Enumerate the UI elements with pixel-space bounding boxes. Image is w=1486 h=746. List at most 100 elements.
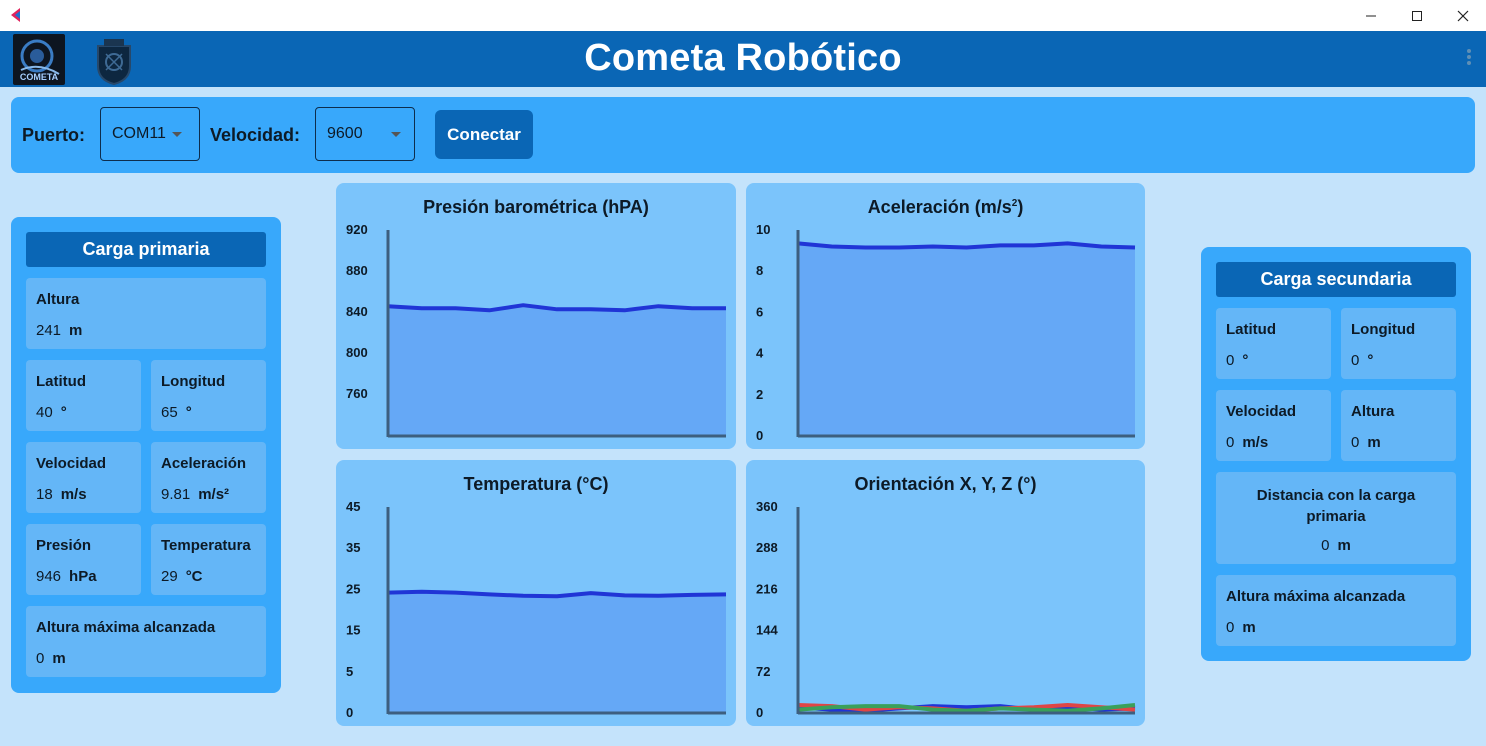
card-label: Longitud xyxy=(161,373,226,390)
secondary-longitude-card: Longitud 0 ° xyxy=(1341,308,1456,379)
y-tick-label: 2 xyxy=(756,387,763,402)
connect-button[interactable]: Conectar xyxy=(435,110,533,159)
port-select[interactable]: COM11 xyxy=(100,107,200,161)
series-line xyxy=(387,589,727,599)
y-tick-label: 216 xyxy=(756,581,778,596)
card-unit: m xyxy=(1337,537,1351,554)
primary-panel-title: Carga primaria xyxy=(26,232,266,267)
primary-latitude-card: Latitud 40 ° xyxy=(26,360,141,431)
speed-label: Velocidad: xyxy=(210,125,301,145)
app-header: COMETA Cometa Robótico xyxy=(0,31,1486,87)
y-tick-label: 15 xyxy=(346,623,360,638)
card-value: 0 xyxy=(1351,352,1360,369)
card-value: 241 xyxy=(36,322,62,339)
primary-payload-panel: Carga primaria Altura 241 m Latitud 40 ° L… xyxy=(11,217,281,693)
more-options-icon[interactable] xyxy=(1466,49,1472,69)
chevron-down-icon xyxy=(172,132,182,137)
pressure-chart: Presión barométrica (hPA) 920 880 840 800 76… xyxy=(336,183,736,449)
speed-select[interactable]: 9600 xyxy=(315,107,415,161)
secondary-payload-panel: Carga secundaria Latitud 0 ° Longitud 0 ° … xyxy=(1201,247,1471,661)
card-unit: ° xyxy=(185,404,192,421)
orientation-chart-plot: 360 288 216 144 72 0 xyxy=(756,499,1136,720)
y-tick-label: 920 xyxy=(346,222,368,237)
card-label: Latitud xyxy=(1226,321,1276,338)
card-label: Latitud xyxy=(36,373,86,390)
card-label: Velocidad xyxy=(36,455,107,472)
card-unit: °C xyxy=(185,568,203,585)
card-label: Temperatura xyxy=(161,537,251,554)
card-label: Velocidad xyxy=(1226,403,1297,420)
secondary-latitude-card: Latitud 0 ° xyxy=(1216,308,1331,379)
port-label: Puerto: xyxy=(22,125,85,145)
card-value: 0 xyxy=(1226,619,1235,636)
card-value: 29 xyxy=(161,568,178,585)
primary-altitude-card: Altura 241 m xyxy=(26,278,266,349)
maximize-button[interactable] xyxy=(1394,0,1440,31)
card-value: 946 xyxy=(36,568,62,585)
y-tick-label: 25 xyxy=(346,581,360,596)
logo-text: COMETA xyxy=(20,72,59,82)
y-tick-label: 10 xyxy=(756,222,770,237)
connection-bar: Puerto: COM11 Velocidad: 9600 Conectar xyxy=(11,97,1475,173)
maximize-icon xyxy=(1412,10,1422,21)
y-tick-label: 6 xyxy=(756,304,763,319)
speed-select-value: 9600 xyxy=(327,125,363,142)
chart-title: Aceleración (m/s2) xyxy=(867,197,1024,217)
card-unit: m/s² xyxy=(198,486,230,503)
primary-longitude-card: Longitud 65 ° xyxy=(151,360,266,431)
app-title: Cometa Robótico xyxy=(584,37,902,79)
temperature-chart: Temperatura (°C) 45 35 25 15 5 0 xyxy=(336,460,736,726)
card-unit: m/s xyxy=(1242,434,1269,451)
card-value: 0 xyxy=(1226,434,1235,451)
y-tick-label: 800 xyxy=(346,345,368,360)
orientation-chart: Orientación X, Y, Z (°) 360 288 216 144 72 0 xyxy=(746,460,1145,726)
card-label: Altura xyxy=(36,291,80,308)
temperature-chart-plot: 45 35 25 15 5 0 xyxy=(346,499,727,720)
port-select-value: COM11 xyxy=(112,125,166,142)
secondary-velocity-card: Velocidad 0 m/s xyxy=(1216,390,1331,461)
card-value: 0 xyxy=(1321,537,1330,554)
card-unit: m xyxy=(69,322,83,339)
series-line xyxy=(797,241,1136,250)
card-unit: m/s xyxy=(60,486,87,503)
app-icon xyxy=(11,8,20,22)
series-area xyxy=(388,305,726,436)
university-crest-icon xyxy=(90,36,138,86)
y-tick-label: 45 xyxy=(346,499,360,514)
primary-pressure-card: Presión 946 hPa xyxy=(26,524,141,595)
primary-velocity-card: Velocidad 18 m/s xyxy=(26,442,141,513)
card-label: Altura máxima alcanzada xyxy=(36,619,216,636)
minimize-icon xyxy=(1366,15,1376,16)
y-tick-label: 35 xyxy=(346,540,360,555)
y-tick-label: 0 xyxy=(346,705,353,720)
y-tick-label: 880 xyxy=(346,263,368,278)
y-tick-label: 4 xyxy=(756,346,764,361)
card-unit: m xyxy=(52,650,66,667)
window-titlebar xyxy=(0,0,1486,31)
card-unit: ° xyxy=(1367,352,1374,369)
series-line xyxy=(387,303,726,313)
card-label: Presión xyxy=(36,537,92,554)
series-area xyxy=(388,591,726,713)
card-label: Aceleración xyxy=(161,455,247,472)
card-label: Distancia con la carga primaria xyxy=(1256,487,1416,525)
y-tick-label: 840 xyxy=(346,304,368,319)
y-tick-label: 144 xyxy=(756,623,778,638)
card-value: 0 xyxy=(36,650,45,667)
card-value: 18 xyxy=(36,486,53,503)
y-tick-label: 288 xyxy=(756,540,778,555)
y-tick-label: 0 xyxy=(756,705,763,720)
chevron-down-icon xyxy=(391,132,401,137)
chart-title: Temperatura (°C) xyxy=(463,474,609,494)
card-label: Longitud xyxy=(1351,321,1416,338)
card-label: Altura máxima alcanzada xyxy=(1226,588,1406,605)
minimize-button[interactable] xyxy=(1348,0,1394,31)
primary-temperature-card: Temperatura 29 °C xyxy=(151,524,266,595)
card-value: 0 xyxy=(1351,434,1360,451)
close-button[interactable] xyxy=(1440,0,1486,31)
card-unit: m xyxy=(1242,619,1256,636)
